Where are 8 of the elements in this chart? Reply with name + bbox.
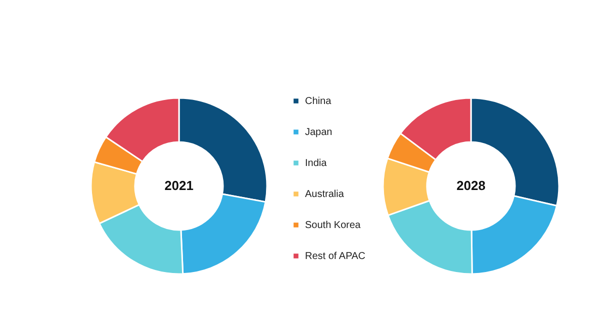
legend-label: Japan <box>305 127 332 138</box>
legend-label: Rest of APAC <box>305 251 366 262</box>
legend-label: India <box>305 158 328 169</box>
legend-label: China <box>305 96 332 107</box>
legend-label: South Korea <box>305 220 362 231</box>
legend-label: Australia <box>305 189 344 200</box>
slice-label: 2028 <box>456 178 486 193</box>
slice-label: 2021 <box>164 178 194 193</box>
